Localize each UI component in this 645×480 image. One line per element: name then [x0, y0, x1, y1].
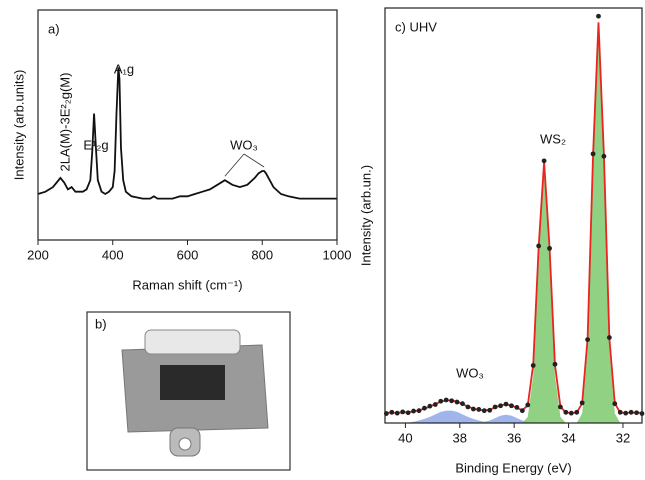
- data-line: [37, 67, 337, 200]
- component-area: [386, 414, 642, 423]
- data-point: [558, 404, 563, 410]
- component-area: [386, 32, 642, 423]
- data-point: [498, 403, 503, 409]
- data-point: [405, 410, 411, 416]
- data-point: [411, 408, 416, 414]
- data-point: [427, 403, 433, 409]
- panel-label: c) UHV: [395, 19, 437, 34]
- x-tick-label: 40: [398, 430, 412, 445]
- data-point: [514, 404, 520, 410]
- x-tick-label: 800: [251, 247, 273, 262]
- data-point: [563, 409, 569, 415]
- data-point: [492, 404, 498, 410]
- annotation: WO₃: [456, 365, 484, 380]
- data-point: [530, 363, 536, 368]
- plot-frame: [37, 9, 338, 241]
- plot-frame: [384, 7, 643, 424]
- x-tick-label: 34: [561, 430, 575, 445]
- x-tick-label: 36: [507, 430, 521, 445]
- data-point: [601, 153, 607, 159]
- data-point: [606, 335, 612, 340]
- data-point: [541, 158, 547, 164]
- data-point: [509, 403, 514, 409]
- data-point: [422, 405, 427, 411]
- data-point: [634, 410, 639, 416]
- data-point: [579, 400, 585, 406]
- x-tick-label: 32: [616, 430, 630, 445]
- data-point: [536, 243, 542, 249]
- x-tick-label: 600: [177, 247, 199, 262]
- panel-label: b): [95, 316, 107, 331]
- data-point: [470, 406, 476, 412]
- y-axis-label: Intensity (arb.units): [11, 70, 26, 181]
- data-point: [503, 401, 509, 407]
- data-point: [596, 13, 601, 19]
- data-point: [465, 404, 471, 410]
- x-tick-label: 1000: [323, 247, 352, 262]
- x-axis-label: Binding Energy (eV): [455, 460, 571, 475]
- annotation-arrow: [243, 153, 265, 168]
- data-point: [590, 151, 596, 157]
- annotation: E¹₂g: [83, 137, 108, 152]
- data-point: [394, 410, 400, 416]
- data-point: [481, 408, 487, 414]
- data-point: [460, 401, 465, 407]
- x-axis-label: Raman shift (cm⁻¹): [132, 277, 242, 292]
- y-axis-label: Intensity (arb.un.): [358, 165, 373, 266]
- data-point: [449, 398, 455, 404]
- data-point: [574, 409, 580, 415]
- data-point: [585, 337, 591, 342]
- data-point: [552, 361, 558, 367]
- x-tick-label: 200: [27, 247, 49, 262]
- photo-panel: b): [86, 311, 291, 471]
- data-point: [416, 408, 422, 414]
- annotation: WS₂: [540, 131, 566, 146]
- data-point: [443, 397, 449, 403]
- data-point: [487, 407, 493, 413]
- data-point: [612, 401, 618, 407]
- data-point: [617, 409, 623, 415]
- data-point: [568, 410, 574, 416]
- data-point: [519, 408, 525, 414]
- data-point: [525, 402, 531, 408]
- x-tick-label: 400: [102, 247, 124, 262]
- x-tick-label: 38: [453, 430, 467, 445]
- data-point: [476, 407, 482, 412]
- data-point: [389, 409, 395, 415]
- component-area: [386, 410, 642, 423]
- data-point: [454, 399, 460, 405]
- clamp: [144, 329, 241, 355]
- data-point: [400, 409, 406, 415]
- data-point: [628, 409, 634, 415]
- data-point: [438, 398, 444, 404]
- annotation-arrow: [224, 153, 245, 177]
- data-point: [547, 245, 552, 251]
- annotation: A₁g: [114, 61, 134, 76]
- sample: [160, 365, 225, 400]
- data-point: [432, 402, 438, 407]
- annotation: WO₃: [230, 137, 258, 152]
- handle-hole: [178, 437, 192, 451]
- annotation: 2LA(M)-3E²₂g(M): [57, 73, 72, 172]
- panel-label: a): [48, 21, 60, 36]
- data-point: [623, 410, 629, 416]
